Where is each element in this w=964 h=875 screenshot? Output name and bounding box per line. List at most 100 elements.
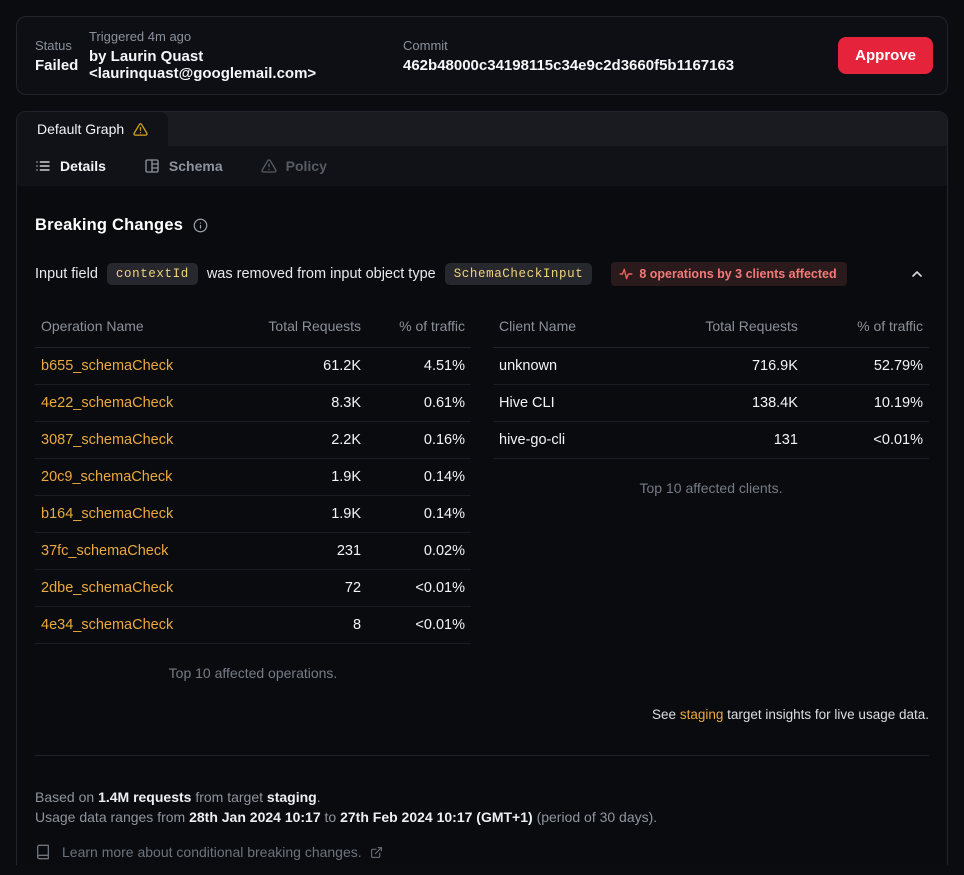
table-row: 20c9_schemaCheck 1.9K 0.14% xyxy=(35,458,471,496)
operation-traffic: <0.01% xyxy=(367,606,471,644)
client-name: Hive CLI xyxy=(493,384,636,422)
client-requests: 716.9K xyxy=(635,347,804,385)
table-row: b655_schemaCheck 61.2K 4.51% xyxy=(35,347,471,385)
graph-tab-label: Default Graph xyxy=(37,121,125,137)
footer-divider xyxy=(35,755,929,756)
col-total-requests: Total Requests xyxy=(635,312,804,348)
target-value: staging xyxy=(266,789,317,805)
operation-requests: 8.3K xyxy=(227,384,368,422)
table-row: 4e34_schemaCheck 8 <0.01% xyxy=(35,606,471,644)
nav-policy-label: Policy xyxy=(285,158,327,174)
nav-schema-label: Schema xyxy=(168,158,223,174)
learn-more-link[interactable]: Learn more about conditional breaking ch… xyxy=(62,844,383,860)
operation-link[interactable]: 37fc_schemaCheck xyxy=(41,543,169,559)
table-row: 3087_schemaCheck 2.2K 0.16% xyxy=(35,421,471,459)
operation-link[interactable]: 20c9_schemaCheck xyxy=(41,469,173,485)
commit-hash: 462b48000c34198115c34e9c2d3660f5b1167163 xyxy=(403,56,735,74)
policy-warning-icon xyxy=(261,158,277,174)
col-operation-name: Operation Name xyxy=(35,312,228,348)
breaking-changes-title: Breaking Changes xyxy=(35,216,184,234)
operations-header-row: Operation Name Total Requests % of traff… xyxy=(35,312,471,348)
insights-note: See staging target insights for live usa… xyxy=(35,707,929,722)
status-label: Status xyxy=(35,37,72,53)
nav-details-label: Details xyxy=(60,158,106,174)
usage-prefix: Usage data ranges from xyxy=(35,809,186,825)
approve-button[interactable]: Approve xyxy=(838,37,933,74)
change-middle: was removed from input object type xyxy=(206,266,436,282)
operation-link[interactable]: 2dbe_schemaCheck xyxy=(41,580,174,596)
status-value: Failed xyxy=(35,56,79,74)
usage-footer: Based on 1.4M requests from target stagi… xyxy=(35,787,929,827)
date-to: 27th Feb 2024 10:17 (GMT+1) xyxy=(340,809,533,825)
period-suffix: (period of 30 days). xyxy=(536,809,658,825)
operation-link[interactable]: 3087_schemaCheck xyxy=(41,432,174,448)
table-row: hive-go-cli 131 <0.01% xyxy=(493,421,929,459)
learn-more-row: Learn more about conditional breaking ch… xyxy=(35,844,929,860)
affected-operations-badge: 8 operations by 3 clients affected xyxy=(611,262,847,286)
clients-table: Client Name Total Requests % of traffic … xyxy=(493,312,929,459)
col-client-name: Client Name xyxy=(493,312,636,348)
operation-link[interactable]: 4e22_schemaCheck xyxy=(41,395,174,411)
operation-requests: 2.2K xyxy=(227,421,368,459)
from-target-text: from target xyxy=(195,789,264,805)
table-row: 2dbe_schemaCheck 72 <0.01% xyxy=(35,569,471,607)
breaking-changes-header: Breaking Changes xyxy=(35,216,929,235)
chevron-up-icon[interactable] xyxy=(905,262,929,286)
info-icon[interactable] xyxy=(193,218,208,233)
triggered-label: Triggered 4m ago xyxy=(89,29,192,44)
table-row: 37fc_schemaCheck 231 0.02% xyxy=(35,532,471,570)
schema-columns-icon xyxy=(144,158,160,174)
nav-schema[interactable]: Schema xyxy=(144,158,223,174)
operation-requests: 8 xyxy=(227,606,368,644)
sentence-dot: . xyxy=(316,789,321,805)
usage-tables: Operation Name Total Requests % of traff… xyxy=(35,312,929,681)
field-name-chip: contextId xyxy=(106,263,198,285)
operation-traffic: 0.14% xyxy=(367,458,471,496)
operations-table-note: Top 10 affected operations. xyxy=(168,665,338,681)
tab-default-graph[interactable]: Default Graph xyxy=(17,112,169,146)
commit-column: Commit 462b48000c34198115c34e9c2d3660f5b… xyxy=(403,38,838,74)
check-summary-card: Status Failed Triggered 4m ago by Laurin… xyxy=(16,16,948,95)
client-requests: 138.4K xyxy=(635,384,804,422)
graph-tabstrip: Default Graph xyxy=(17,112,947,146)
client-requests: 131 xyxy=(635,421,804,459)
insights-suffix: target insights for live usage data. xyxy=(727,707,929,722)
operation-requests: 1.9K xyxy=(227,458,368,496)
client-traffic: 10.19% xyxy=(803,384,929,422)
clients-table-wrap: Client Name Total Requests % of traffic … xyxy=(493,312,929,681)
clients-table-note: Top 10 affected clients. xyxy=(639,480,783,496)
staging-target-link[interactable]: staging xyxy=(679,707,724,722)
operation-link[interactable]: b655_schemaCheck xyxy=(41,358,174,374)
based-prefix: Based on xyxy=(35,789,95,805)
nav-details[interactable]: Details xyxy=(35,158,106,174)
operation-requests: 231 xyxy=(227,532,368,570)
triggered-column: Triggered 4m ago by Laurin Quast <laurin… xyxy=(89,29,403,82)
operation-traffic: 0.14% xyxy=(367,495,471,533)
col-traffic: % of traffic xyxy=(367,312,471,348)
table-row: 4e22_schemaCheck 8.3K 0.61% xyxy=(35,384,471,422)
operation-link[interactable]: b164_schemaCheck xyxy=(41,506,174,522)
operations-table: Operation Name Total Requests % of traff… xyxy=(35,312,471,644)
operation-link[interactable]: 4e34_schemaCheck xyxy=(41,617,174,633)
status-column: Status Failed xyxy=(35,38,89,74)
details-content: Breaking Changes Input field contextId w… xyxy=(17,186,947,860)
operation-traffic: <0.01% xyxy=(367,569,471,607)
client-name: hive-go-cli xyxy=(493,421,636,459)
external-link-icon xyxy=(370,846,383,859)
warning-triangle-icon xyxy=(133,122,148,137)
operation-traffic: 0.61% xyxy=(367,384,471,422)
col-traffic: % of traffic xyxy=(803,312,929,348)
client-traffic: <0.01% xyxy=(803,421,929,459)
table-row: unknown 716.9K 52.79% xyxy=(493,347,929,385)
requests-value: 1.4M requests xyxy=(98,789,192,805)
clients-header-row: Client Name Total Requests % of traffic xyxy=(493,312,929,348)
breaking-change-row: Input field contextId was removed from i… xyxy=(35,262,929,286)
col-total-requests: Total Requests xyxy=(227,312,368,348)
operation-requests: 72 xyxy=(227,569,368,607)
operation-requests: 1.9K xyxy=(227,495,368,533)
table-row: b164_schemaCheck 1.9K 0.14% xyxy=(35,495,471,533)
operation-requests: 61.2K xyxy=(227,347,368,385)
nav-policy[interactable]: Policy xyxy=(261,158,327,174)
to-word: to xyxy=(324,809,337,825)
